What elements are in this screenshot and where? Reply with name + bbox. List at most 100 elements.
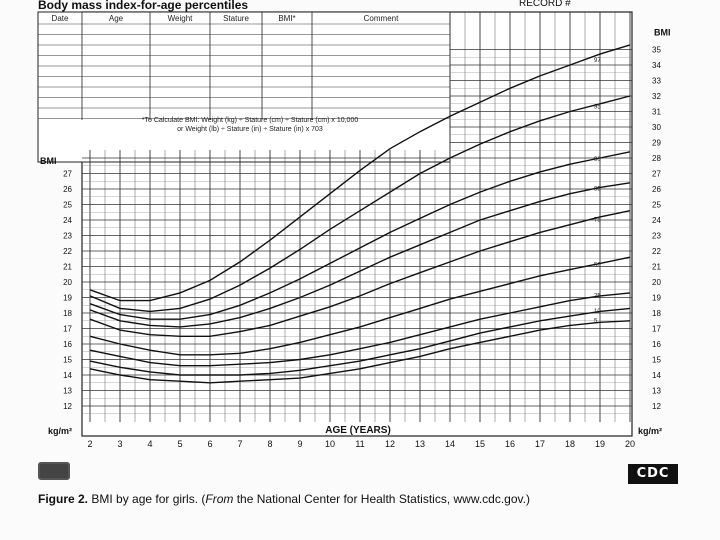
- percentile-label: 5: [594, 318, 598, 324]
- percentile-label: 95: [594, 105, 601, 111]
- left-tick-label: 24: [63, 216, 72, 225]
- x-tick-label: 6: [207, 439, 212, 449]
- x-tick-label: 5: [177, 439, 182, 449]
- left-tick-label: 21: [63, 263, 72, 272]
- percentile-curve-85: [89, 182, 631, 328]
- percentile-curve-50: [89, 256, 631, 356]
- x-tick-label: 12: [385, 439, 395, 449]
- bmi-formula-line2: or Weight (lb) ÷ Stature (in) ÷ Stature …: [177, 126, 323, 133]
- right-tick-label: 23: [652, 232, 661, 241]
- right-tick-label: 22: [652, 247, 661, 256]
- right-tick-label: 32: [652, 92, 661, 101]
- right-tick-label: 13: [652, 387, 661, 396]
- right-tick-label: 31: [652, 108, 661, 117]
- left-tick-label: 20: [63, 278, 72, 287]
- x-axis-title-backing: [310, 423, 404, 435]
- right-tick-label: 28: [652, 154, 661, 163]
- x-tick-label: 4: [147, 439, 152, 449]
- left-tick-label: 27: [63, 170, 72, 179]
- x-tick-label: 9: [297, 439, 302, 449]
- figure-caption: Figure 2. BMI by age for girls. (From th…: [38, 492, 678, 507]
- x-tick-label: 3: [117, 439, 122, 449]
- left-tick-label: 15: [63, 356, 72, 365]
- table-header-4: BMI*: [278, 14, 295, 23]
- left-tick-label: 14: [63, 371, 72, 380]
- percentile-curve-97: [89, 44, 631, 302]
- x-tick-label: 7: [237, 439, 242, 449]
- right-tick-label: 17: [652, 325, 661, 334]
- left-tick-label: 26: [63, 185, 72, 194]
- percentile-curve-75: [89, 210, 631, 337]
- right-tick-label: 14: [652, 371, 661, 380]
- percentile-label: 85: [594, 187, 601, 193]
- right-tick-label: 27: [652, 170, 661, 179]
- x-axis-title: AGE (YEARS): [325, 425, 391, 436]
- left-tick-label: 17: [63, 325, 72, 334]
- x-tick-label: 14: [445, 439, 455, 449]
- right-tick-label: 24: [652, 216, 661, 225]
- chart-title: Body mass index-for-age percentiles: [38, 0, 249, 12]
- percentile-curve-5: [89, 320, 631, 384]
- right-tick-label: 29: [652, 139, 661, 148]
- percentile-label: 75: [594, 218, 601, 224]
- right-tick-label: 12: [652, 402, 661, 411]
- x-tick-label: 17: [535, 439, 545, 449]
- right-tick-label: 21: [652, 263, 661, 272]
- x-tick-label: 15: [475, 439, 485, 449]
- nchs-logo: [38, 462, 70, 480]
- table-header-2: Weight: [168, 14, 194, 23]
- right-tick-label: 34: [652, 61, 661, 70]
- percentile-label: 97: [594, 58, 601, 64]
- caption-source: the National Center for Health Statistic…: [233, 492, 530, 506]
- x-tick-label: 8: [267, 439, 272, 449]
- percentile-curve-10: [89, 307, 631, 376]
- caption-text: BMI by age for girls. (: [88, 492, 206, 506]
- table-header-0: Date: [52, 14, 69, 23]
- right-tick-label: 20: [652, 278, 661, 287]
- percentile-curve-90: [89, 151, 631, 320]
- percentile-curve-25: [89, 292, 631, 367]
- left-tick-label: 13: [63, 387, 72, 396]
- right-tick-label: 25: [652, 201, 661, 210]
- left-tick-label: 25: [63, 201, 72, 210]
- percentile-label: 10: [594, 309, 601, 315]
- table-header-1: Age: [109, 14, 124, 23]
- right-tick-label: 26: [652, 185, 661, 194]
- right-tick-label: 18: [652, 309, 661, 318]
- figure-number: Figure 2.: [38, 492, 89, 506]
- left-tick-label: 12: [63, 402, 72, 411]
- right-tick-label: 16: [652, 340, 661, 349]
- x-tick-label: 16: [505, 439, 515, 449]
- right-tick-label: 15: [652, 356, 661, 365]
- bmi-formula-line1: *To Calculate BMI: Weight (kg) ÷ Stature…: [142, 117, 359, 124]
- percentile-label: 90: [594, 157, 601, 163]
- percentile-label: 25: [594, 294, 601, 300]
- percentile-curve-95: [89, 95, 631, 313]
- right-tick-label: 19: [652, 294, 661, 303]
- left-axis-title: BMI: [40, 156, 57, 166]
- x-tick-label: 13: [415, 439, 425, 449]
- left-tick-label: 22: [63, 247, 72, 256]
- left-tick-label: 23: [63, 232, 72, 241]
- x-tick-label: 20: [625, 439, 635, 449]
- x-tick-label: 2: [87, 439, 92, 449]
- right-tick-label: 35: [652, 46, 661, 55]
- x-tick-label: 11: [355, 439, 364, 449]
- left-unit-label: kg/m²: [48, 426, 72, 436]
- x-tick-label: 10: [325, 439, 335, 449]
- percentile-label: 50: [594, 263, 601, 269]
- record-number-label: RECORD #: [519, 0, 571, 9]
- right-unit-label: kg/m²: [638, 426, 662, 436]
- x-tick-label: 18: [565, 439, 575, 449]
- right-tick-label: 30: [652, 123, 661, 132]
- caption-from: From: [205, 492, 234, 506]
- left-tick-label: 19: [63, 294, 72, 303]
- cdc-logo: CDC: [628, 464, 678, 484]
- left-tick-label: 18: [63, 309, 72, 318]
- x-tick-label: 19: [595, 439, 605, 449]
- table-header-3: Stature: [223, 14, 249, 23]
- left-tick-label: 16: [63, 340, 72, 349]
- right-tick-label: 33: [652, 77, 661, 86]
- right-axis-title: BMI: [654, 28, 671, 38]
